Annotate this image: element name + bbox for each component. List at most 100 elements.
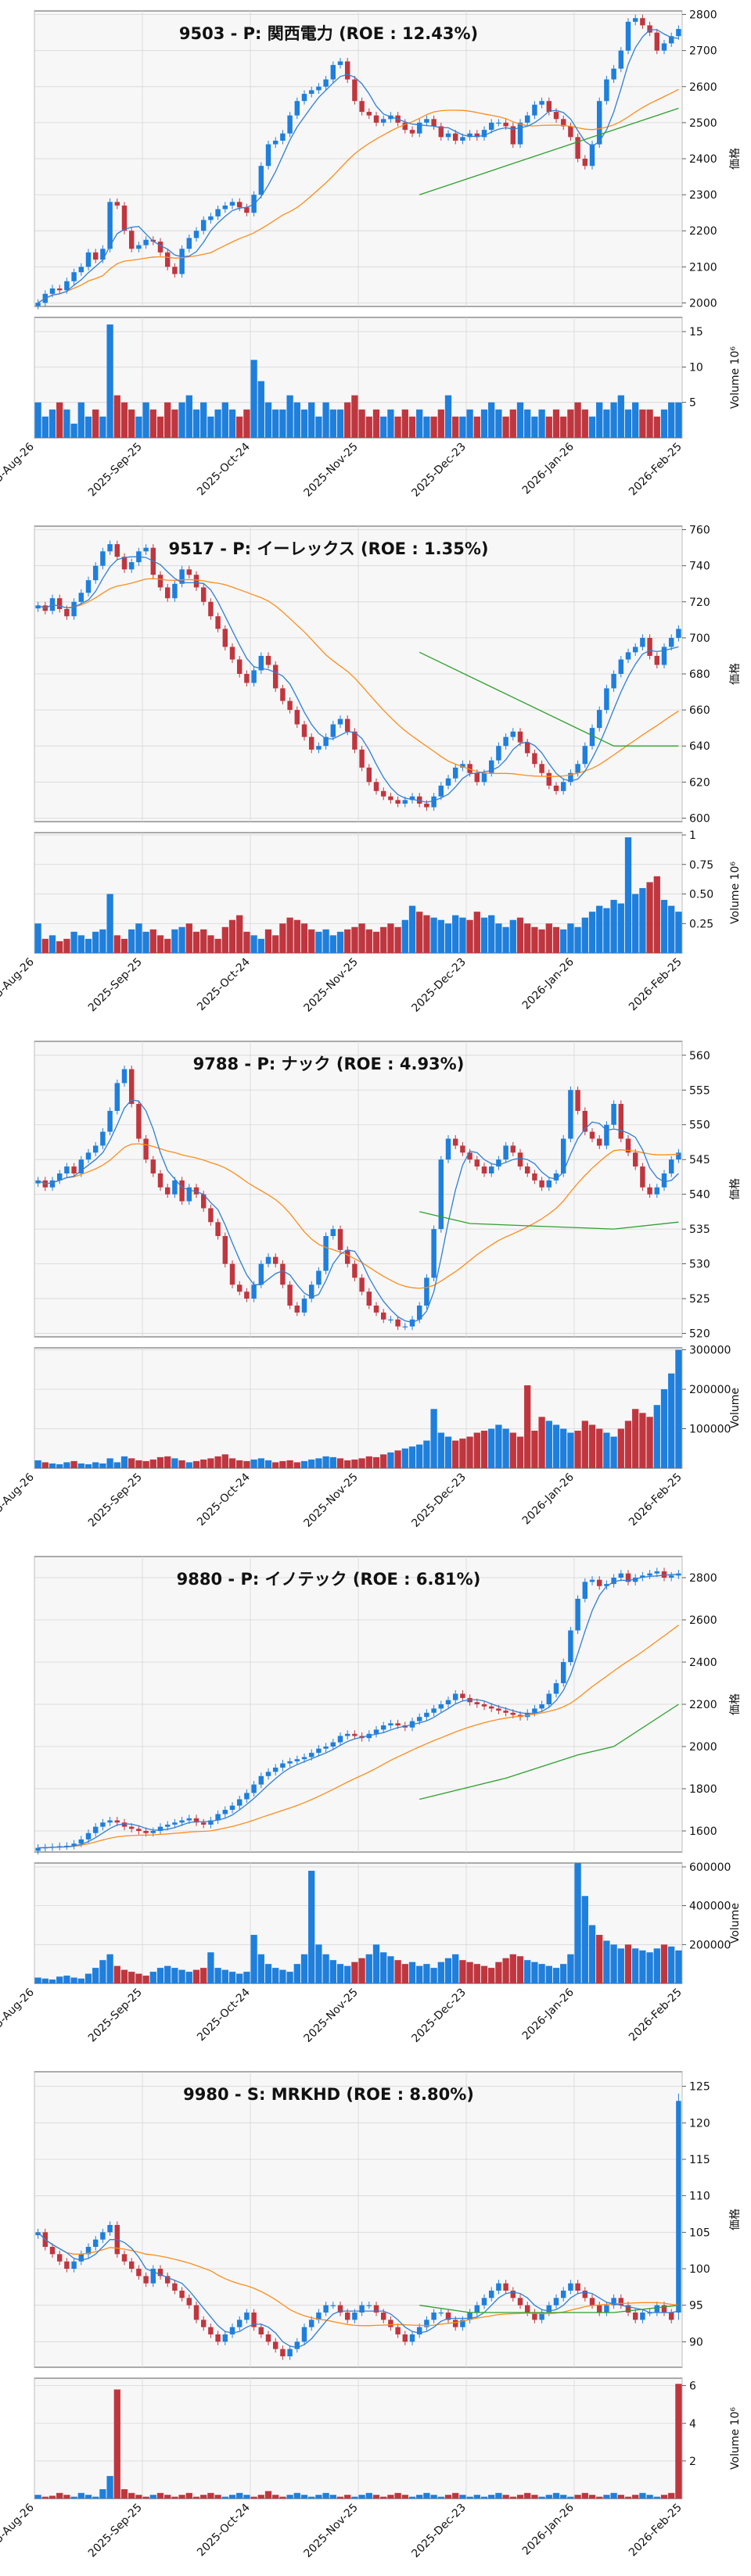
candle-body: [460, 2320, 465, 2327]
x-tick-label: 2025-Oct-24: [195, 440, 253, 498]
volume-bar: [135, 416, 142, 438]
candle-body: [49, 2247, 56, 2255]
candle-body: [452, 767, 458, 779]
volume-bar: [480, 409, 488, 438]
candle-body: [416, 1305, 422, 1320]
candle-body: [474, 772, 480, 783]
candle-body: [114, 544, 120, 557]
candle-body: [416, 122, 422, 134]
volume-bar: [200, 929, 207, 953]
volume-bar: [574, 2495, 581, 2499]
volume-bar: [437, 1432, 444, 1468]
volume-bar: [135, 2495, 142, 2499]
candle-body: [222, 205, 228, 210]
volume-bar: [416, 2495, 423, 2499]
volume-bar: [380, 1454, 387, 1468]
candle-body: [272, 1256, 278, 1264]
x-tick-label: 2025-Dec-23: [409, 441, 468, 500]
volume-bar: [401, 409, 408, 438]
candle-body: [330, 1742, 336, 1747]
candle-body: [316, 746, 322, 750]
volume-bar: [106, 894, 113, 953]
price-tick-label: 2200: [689, 225, 717, 238]
candle-body: [157, 1173, 163, 1188]
volume-bar: [56, 1464, 63, 1468]
candle-body: [200, 587, 207, 602]
candle-body: [589, 1131, 595, 1139]
ma25-line: [38, 88, 679, 303]
volume-bar: [380, 1952, 387, 1983]
candle-body: [640, 1166, 645, 1188]
volume-bar: [473, 912, 480, 953]
volume-bar: [502, 2495, 509, 2499]
volume-bar: [70, 423, 77, 438]
volume-bar: [236, 1460, 243, 1468]
candle-body: [373, 1305, 379, 1313]
candle-body: [517, 2298, 523, 2306]
candle-body: [467, 764, 473, 773]
ma25-line: [38, 578, 679, 777]
candle-body: [431, 1229, 437, 1278]
candle-body: [200, 2320, 207, 2327]
candle-body: [553, 1173, 559, 1181]
volume-bar: [322, 1456, 329, 1468]
volume-bar: [380, 416, 387, 438]
candle-body: [208, 2327, 214, 2334]
candle-body: [503, 1145, 508, 1160]
candle-body: [186, 2298, 192, 2306]
candle-body: [568, 2283, 573, 2291]
candle-body: [92, 1826, 99, 1833]
chart-title: 9517 - P: イーレックス (ROE : 1.35%): [168, 539, 488, 558]
candle-body: [179, 1820, 185, 1823]
candle-body: [380, 1725, 386, 1730]
chart-title: 9980 - S: MRKHD (ROE : 8.80%): [183, 2085, 474, 2104]
candle-body: [337, 1229, 343, 1250]
candle-body: [503, 2283, 508, 2291]
volume-bar: [214, 1968, 221, 1983]
volume-bar: [524, 409, 531, 438]
volume-bar: [387, 2495, 394, 2499]
candle-body: [294, 1759, 300, 1761]
candle-body: [78, 2254, 84, 2262]
candle-body: [143, 547, 149, 552]
volume-bar: [574, 402, 581, 438]
candle-body: [244, 2313, 250, 2320]
volume-bar: [257, 1458, 264, 1468]
volume-bar: [401, 1448, 408, 1468]
volume-bar: [315, 931, 322, 953]
price-tick-label: 125: [689, 2081, 710, 2094]
volume-bar: [308, 402, 315, 438]
x-tick-label: 2025-Oct-24: [195, 2501, 253, 2559]
volume-bar: [632, 2495, 639, 2499]
candle-body: [229, 1263, 235, 1285]
candle-body: [114, 1820, 120, 1823]
volume-bar: [286, 1972, 293, 1983]
candle-body: [488, 1706, 494, 1709]
volume-bar: [63, 409, 70, 438]
x-tick-label: 2025-Dec-23: [409, 2502, 468, 2560]
candle-body: [510, 1712, 516, 1715]
price-tick-label: 2400: [689, 1657, 717, 1669]
volume-bar: [632, 402, 639, 438]
volume-bar: [243, 2495, 250, 2499]
candle-body: [265, 1772, 271, 1776]
candle-body: [128, 1826, 135, 1829]
volume-bar: [70, 2496, 77, 2499]
volume-bar: [653, 1948, 660, 1983]
candle-body: [229, 1805, 235, 1810]
volume-bar: [452, 1954, 459, 1983]
volume-bar: [596, 905, 603, 953]
volume-bar: [164, 2495, 171, 2499]
volume-bar: [56, 940, 63, 953]
volume-bar: [567, 2496, 574, 2499]
candle-body: [618, 1104, 624, 1139]
candle-body: [488, 1166, 494, 1173]
candle-body: [128, 2261, 135, 2269]
volume-bar: [322, 1954, 329, 1983]
price-tick-label: 760: [689, 525, 710, 537]
candle-body: [467, 1152, 473, 1160]
candle-body: [596, 101, 602, 145]
chart-svg-9788: 2025-Aug-26 2025-Sep-25 2025-Oct-24 2025-No…: [0, 1041, 742, 1530]
volume-bar: [178, 402, 185, 438]
volume-bar: [416, 912, 423, 953]
